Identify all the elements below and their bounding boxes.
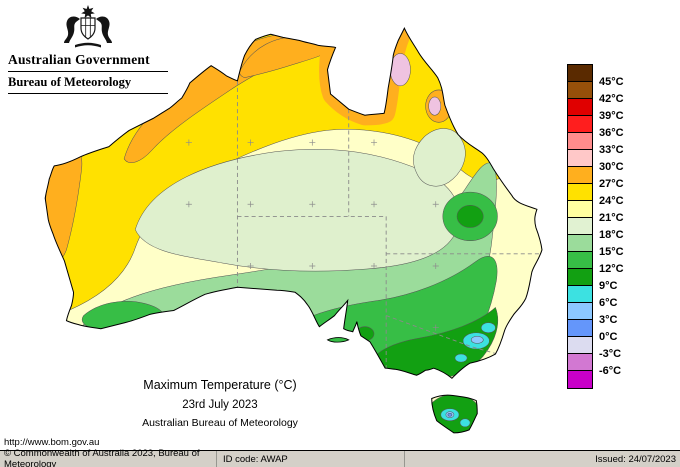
legend-cell [568, 320, 592, 337]
legend-cell [568, 354, 592, 371]
kangaroo-island [326, 337, 350, 343]
shield-quarter-lines [81, 18, 95, 37]
grid-cross-marks [185, 139, 439, 331]
legend-cell [568, 303, 592, 320]
temperature-legend: 45°C 42°C 39°C 36°C 33°C 30°C 27°C 24°C 21°C 18°C… [567, 64, 624, 389]
legend-cell [568, 218, 592, 235]
legend-label: 12°C [599, 263, 624, 275]
legend-label: 3°C [599, 314, 618, 326]
divider-rule [8, 93, 168, 94]
legend-label: -6°C [599, 365, 622, 377]
australia-temperature-map [44, 27, 543, 434]
legend-label: 27°C [599, 178, 624, 190]
legend-cell [568, 235, 592, 252]
coat-of-arms-icon [64, 5, 112, 48]
legend-cell [568, 337, 592, 354]
legend-label: 36°C [599, 127, 624, 139]
legend-label: 15°C [599, 246, 624, 258]
map-date: 23rd July 2023 [182, 399, 258, 411]
emu-icon [96, 16, 112, 43]
legend-label: 0°C [599, 331, 618, 343]
legend-label: 18°C [599, 229, 624, 241]
government-title: Australian Government [8, 52, 150, 67]
legend-label: 6°C [599, 297, 618, 309]
legend-label: 39°C [599, 110, 624, 122]
legend-label: 45°C [599, 76, 624, 88]
legend-cell [568, 167, 592, 184]
legend-labels: 45°C 42°C 39°C 36°C 33°C 30°C 27°C 24°C 21°C 18°C… [599, 65, 645, 388]
temp-pocket-30-33 [428, 96, 442, 116]
legend-label: 30°C [599, 161, 624, 173]
legend-cell [568, 201, 592, 218]
scroll-base-icon [75, 42, 101, 48]
tasmania-coastline [431, 394, 478, 434]
legend-cell [568, 269, 592, 286]
legend-color-bar [567, 64, 593, 389]
temp-band-0-3 [447, 412, 453, 417]
footer-copyright: © Commonwealth of Australia 2023, Bureau… [4, 448, 200, 467]
legend-cell [568, 252, 592, 269]
map-title: Maximum Temperature (°C) [143, 378, 297, 392]
map-organisation: Australian Bureau of Meteorology [142, 417, 298, 429]
commonwealth-star-icon [81, 5, 95, 18]
legend-label: 33°C [599, 144, 624, 156]
legend-cell [568, 371, 592, 388]
temperature-bands [45, 28, 542, 433]
legend-cell [568, 65, 592, 82]
title-block: Maximum Temperature (°C) 23rd July 2023 … [80, 378, 360, 429]
legend-label: 9°C [599, 280, 618, 292]
legend-label: 24°C [599, 195, 624, 207]
legend-cell [568, 184, 592, 201]
footer-id-code: ID code: AWAP [216, 451, 404, 467]
legend-cell [568, 82, 592, 99]
footer-bar: © Commonwealth of Australia 2023, Bureau… [0, 448, 680, 467]
legend-cell [568, 133, 592, 150]
footer-issued: Issued: 24/07/2023 [404, 451, 680, 467]
government-header: Australian Government Bureau of Meteorol… [8, 4, 168, 97]
shield-icon [80, 17, 96, 40]
legend-label: -3°C [599, 348, 622, 360]
mainland-coastline [44, 27, 543, 379]
bureau-title: Bureau of Meteorology [8, 75, 132, 89]
kangaroo-icon [64, 16, 80, 43]
legend-cell [568, 116, 592, 133]
legend-cell [568, 286, 592, 303]
legend-label: 21°C [599, 212, 624, 224]
legend-label: 42°C [599, 93, 624, 105]
legend-cell [568, 99, 592, 116]
state-borders [236, 80, 542, 369]
divider-rule [8, 71, 168, 72]
temp-band-18-21 [134, 128, 466, 272]
legend-cell [568, 150, 592, 167]
bom-url-link[interactable]: http://www.bom.gov.au [4, 437, 100, 448]
